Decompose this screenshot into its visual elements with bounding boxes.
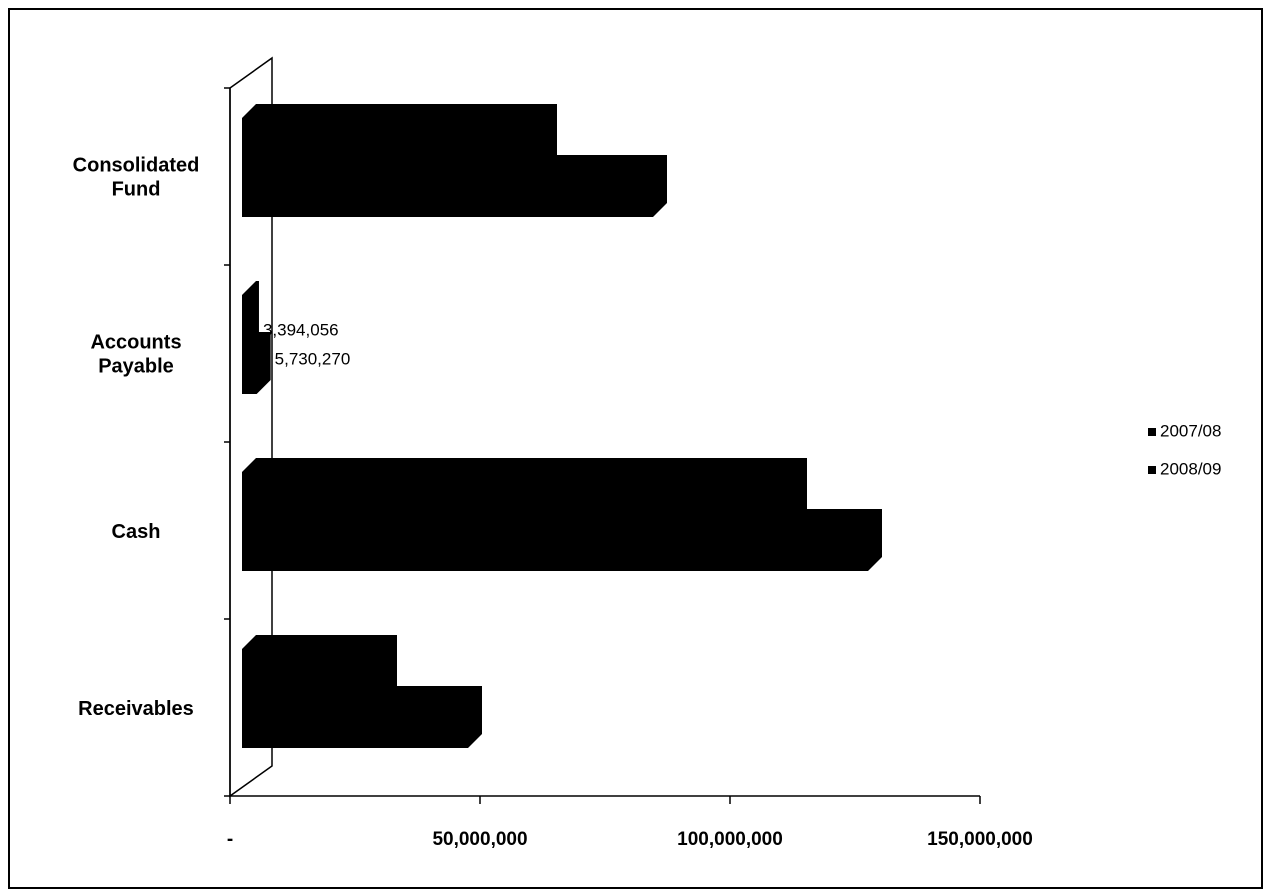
bar <box>242 686 482 748</box>
x-tick-label: 50,000,000 <box>432 829 527 850</box>
legend-label: 2007/08 <box>1160 421 1221 440</box>
x-tick-label: - <box>227 829 233 850</box>
y-tick-label: Receivables <box>78 698 194 720</box>
data-label: 3,394,056 <box>263 320 339 339</box>
legend-swatch <box>1148 466 1156 474</box>
legend-swatch <box>1148 428 1156 436</box>
bar <box>242 509 882 571</box>
y-tick-label: Consolidated Fund <box>73 155 200 201</box>
chart-frame <box>8 8 1263 889</box>
legend-label: 2008/09 <box>1160 459 1221 478</box>
x-tick-label: 150,000,000 <box>927 829 1033 850</box>
x-tick-label: 100,000,000 <box>677 829 783 850</box>
y-tick-label: Accounts Payable <box>90 332 181 378</box>
y-tick-label: Cash <box>112 521 161 543</box>
bar <box>242 332 271 394</box>
bar <box>242 155 667 217</box>
data-label: 5,730,270 <box>275 349 351 368</box>
